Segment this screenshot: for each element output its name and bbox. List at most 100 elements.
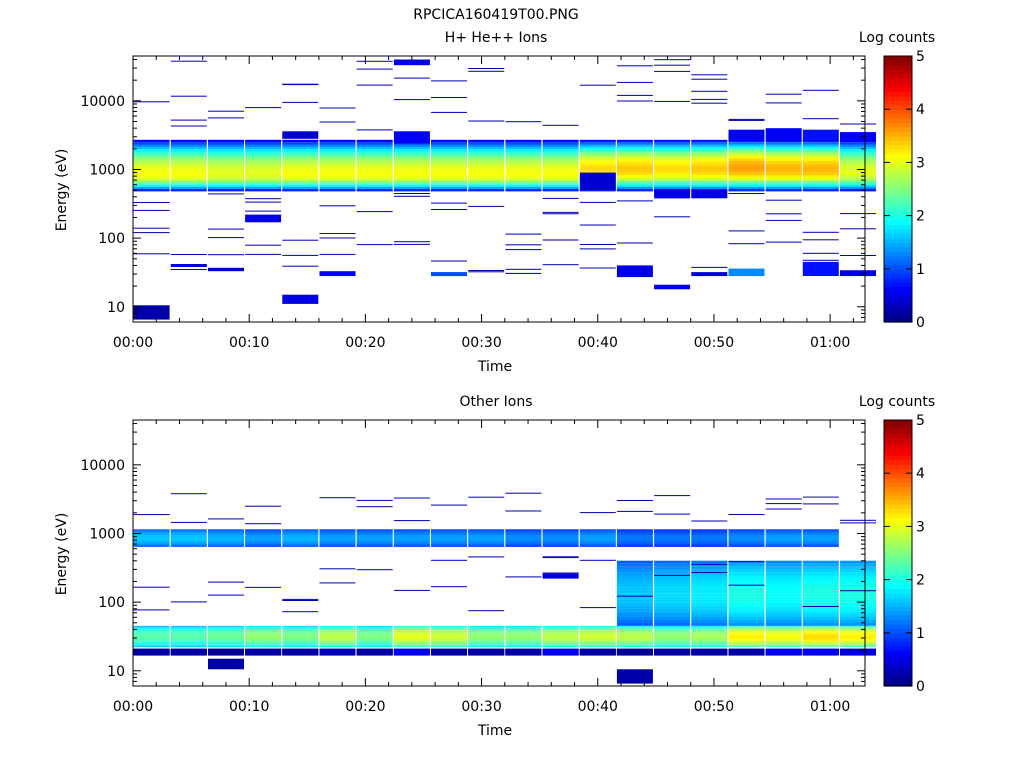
heatmap-streak bbox=[616, 94, 653, 96]
heatmap-cell bbox=[579, 153, 616, 157]
heatmap-cell bbox=[245, 626, 282, 628]
colorbar-step bbox=[884, 224, 912, 230]
heatmap-cell bbox=[468, 189, 505, 192]
colorbar-step bbox=[884, 650, 912, 656]
heatmap-cell bbox=[765, 539, 802, 541]
heatmap-cell bbox=[765, 639, 802, 641]
heatmap-cell bbox=[616, 639, 653, 641]
heatmap-cell bbox=[505, 646, 542, 648]
heatmap-cell bbox=[468, 633, 505, 635]
heatmap-cell bbox=[170, 149, 207, 152]
heatmap-cell bbox=[579, 646, 616, 648]
heatmap-cell bbox=[282, 544, 319, 546]
heatmap-cell bbox=[802, 645, 839, 647]
heatmap-cell bbox=[393, 165, 430, 168]
heatmap-cell bbox=[319, 641, 356, 643]
heatmap-cell bbox=[505, 631, 542, 633]
heatmap-cell bbox=[356, 632, 393, 634]
colorbar-step bbox=[884, 73, 912, 79]
heatmap-cell bbox=[468, 632, 505, 634]
heatmap-cell bbox=[356, 630, 393, 632]
heatmap-cell bbox=[468, 540, 505, 542]
heatmap-cell bbox=[170, 545, 207, 547]
heatmap-cell bbox=[542, 153, 579, 157]
heatmap-cell bbox=[170, 625, 207, 627]
heatmap-cell bbox=[765, 620, 802, 623]
heatmap-cell bbox=[356, 533, 393, 535]
heatmap-cell bbox=[654, 534, 691, 535]
heatmap-cell bbox=[654, 638, 691, 640]
heatmap-cell bbox=[319, 637, 356, 639]
heatmap-cell bbox=[691, 163, 728, 166]
heatmap-cell bbox=[654, 149, 691, 152]
heatmap-patch bbox=[616, 669, 653, 684]
heatmap-cell bbox=[431, 160, 467, 164]
heatmap-streak bbox=[170, 95, 207, 97]
heatmap-cell bbox=[840, 602, 876, 606]
heatmap-cell bbox=[765, 614, 802, 617]
heatmap-cell bbox=[840, 170, 876, 173]
heatmap-cell bbox=[840, 631, 876, 633]
heatmap-cell bbox=[579, 170, 616, 173]
heatmap-cell bbox=[691, 644, 728, 646]
heatmap-cell bbox=[393, 532, 430, 534]
heatmap-streak bbox=[170, 60, 207, 62]
heatmap-streak bbox=[170, 493, 207, 495]
heatmap-cell bbox=[208, 177, 244, 180]
heatmap-cell bbox=[245, 144, 282, 147]
heatmap-cell bbox=[245, 631, 282, 633]
colorbar-step bbox=[884, 78, 912, 84]
heatmap-cell bbox=[431, 648, 467, 650]
heatmap-cell bbox=[170, 633, 207, 635]
heatmap-cell bbox=[728, 578, 765, 582]
heatmap-cell bbox=[356, 640, 393, 642]
colorbar-step bbox=[884, 553, 912, 558]
heatmap-cell bbox=[691, 160, 728, 164]
heatmap-cell bbox=[654, 628, 691, 630]
heatmap-cell bbox=[616, 632, 653, 634]
heatmap-cell bbox=[579, 163, 616, 166]
heatmap-cell bbox=[505, 633, 542, 635]
heatmap-cell bbox=[579, 638, 616, 640]
heatmap-cell bbox=[282, 645, 319, 647]
heatmap-cell bbox=[542, 158, 579, 161]
heatmap-streak bbox=[542, 213, 579, 215]
heatmap-cell bbox=[393, 177, 430, 180]
heatmap-cell bbox=[691, 631, 728, 633]
heatmap-cell bbox=[579, 628, 616, 630]
colorbar-step bbox=[884, 420, 912, 425]
heatmap-cell bbox=[616, 536, 653, 538]
heatmap-cell bbox=[431, 625, 467, 627]
heatmap-cell bbox=[802, 538, 839, 540]
heatmap-cell bbox=[356, 167, 393, 171]
colorbar-tick-label: 2 bbox=[916, 209, 925, 225]
heatmap-streak bbox=[133, 209, 170, 211]
heatmap-streak bbox=[654, 495, 691, 497]
heatmap-cell bbox=[393, 631, 430, 633]
heatmap-cell bbox=[840, 146, 876, 150]
heatmap-cell bbox=[133, 543, 170, 545]
heatmap-cell bbox=[133, 630, 170, 632]
heatmap-cell bbox=[840, 184, 876, 187]
colorbar-step bbox=[884, 166, 912, 172]
heatmap-streak bbox=[245, 505, 282, 507]
heatmap-cell bbox=[691, 628, 728, 630]
colorbar-step bbox=[884, 162, 912, 168]
heatmap-streak bbox=[319, 582, 356, 584]
heatmap-cell bbox=[728, 163, 765, 166]
heatmap-cell bbox=[802, 599, 839, 603]
heatmap-cell bbox=[245, 640, 282, 642]
heatmap-cell bbox=[356, 177, 393, 180]
heatmap-cell bbox=[840, 648, 876, 650]
heatmap-streak bbox=[542, 557, 579, 559]
colorbar-step bbox=[884, 206, 912, 212]
colorbar-step bbox=[884, 526, 912, 532]
heatmap-cell bbox=[245, 534, 282, 535]
heatmap-cell bbox=[728, 158, 765, 161]
heatmap-cell bbox=[170, 529, 207, 531]
colorbar-tick-label: 2 bbox=[916, 573, 925, 589]
heatmap-cell bbox=[691, 144, 728, 147]
heatmap-cell bbox=[579, 635, 616, 637]
heatmap-cell bbox=[468, 535, 505, 537]
heatmap-cell bbox=[691, 158, 728, 161]
